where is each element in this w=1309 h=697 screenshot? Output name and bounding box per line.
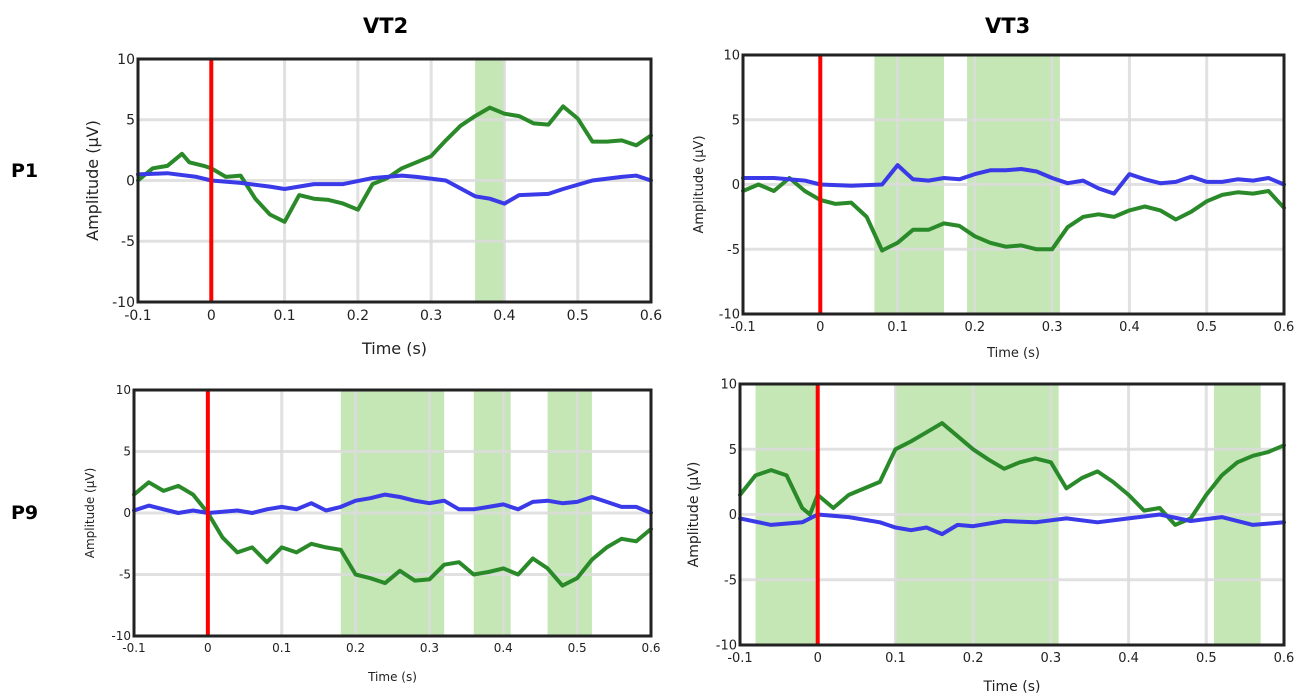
y-tick-label: -10 bbox=[111, 629, 131, 643]
chart-panel-p9-vt2: -0.1 0 0.1 0.2 0.3 0.4 0.5 0.6 -10 -5 0 5 10 Time (s)… bbox=[83, 383, 661, 684]
axes-frame bbox=[741, 53, 1286, 316]
x-tick-label: 0.5 bbox=[1196, 651, 1217, 666]
y-tick-label: 10 bbox=[117, 52, 135, 68]
y-tick-label: -10 bbox=[719, 308, 740, 323]
y-axis-label: Amplitude (µV) bbox=[83, 120, 102, 241]
y-tick-label: 0 bbox=[729, 508, 737, 523]
column-title-vt3: VT3 bbox=[985, 14, 1031, 38]
axes-frame bbox=[132, 388, 653, 638]
x-tick-label: 0 bbox=[207, 308, 216, 324]
y-tick-label: 10 bbox=[116, 383, 131, 397]
x-tick-label: 0 bbox=[204, 641, 212, 655]
x-tick-label: -0.1 bbox=[124, 308, 151, 324]
x-tick-label: 0.1 bbox=[887, 320, 908, 335]
row-label-p9: P9 bbox=[11, 502, 39, 524]
x-tick-label: 0.2 bbox=[346, 641, 365, 655]
axes-frame bbox=[136, 57, 653, 304]
x-tick-label: 0.4 bbox=[1118, 651, 1139, 666]
y-tick-label: -10 bbox=[716, 639, 737, 654]
x-tick-label: 0.6 bbox=[1274, 651, 1295, 666]
chart-panel-p1-vt2: -0.1 0 0.1 0.2 0.3 0.4 0.5 0.6 -10 -5 0 5 10 Time (s)… bbox=[83, 52, 662, 358]
x-axis-label: Time (s) bbox=[367, 670, 417, 684]
x-tick-label: 0.3 bbox=[420, 641, 439, 655]
x-tick-label: -0.1 bbox=[727, 651, 752, 666]
x-tick-label: 0.5 bbox=[1196, 320, 1217, 335]
y-tick-label: 5 bbox=[126, 113, 135, 129]
x-axis-label: Time (s) bbox=[983, 679, 1041, 695]
y-tick-label: 5 bbox=[729, 443, 737, 458]
x-tick-label: 0.2 bbox=[965, 320, 986, 335]
x-tick-label: 0.6 bbox=[640, 308, 662, 324]
x-tick-label: 0.3 bbox=[1042, 320, 1063, 335]
x-tick-label: 0.2 bbox=[347, 308, 369, 324]
x-tick-label: 0 bbox=[814, 651, 822, 666]
y-tick-label: -5 bbox=[119, 568, 131, 582]
y-axis-label: Amplitude (µV) bbox=[83, 468, 97, 559]
y-tick-label: -5 bbox=[727, 243, 740, 258]
x-tick-label: 0.6 bbox=[641, 641, 660, 655]
series-line-blue bbox=[741, 163, 1286, 196]
x-tick-label: 0.6 bbox=[1274, 320, 1295, 335]
series-line-green bbox=[136, 104, 653, 224]
x-tick-label: 0.3 bbox=[1041, 651, 1062, 666]
x-tick-label: 0.4 bbox=[493, 308, 515, 324]
x-axis-label: Time (s) bbox=[361, 339, 427, 358]
x-tick-label: 0 bbox=[816, 320, 824, 335]
y-tick-label: 10 bbox=[723, 49, 740, 64]
y-tick-label: -5 bbox=[724, 573, 737, 588]
x-tick-label: 0.5 bbox=[568, 641, 587, 655]
series-line-green bbox=[132, 480, 653, 588]
y-tick-label: 0 bbox=[732, 178, 740, 193]
x-tick-label: 0.5 bbox=[567, 308, 589, 324]
y-tick-label: 0 bbox=[126, 173, 135, 189]
x-tick-label: 0.2 bbox=[963, 651, 984, 666]
x-tick-label: 0.4 bbox=[1119, 320, 1140, 335]
series-line-blue bbox=[132, 492, 653, 515]
series-line-blue bbox=[136, 171, 653, 206]
y-tick-label: 0 bbox=[123, 506, 131, 520]
x-tick-label: 0.1 bbox=[273, 308, 295, 324]
axes-frame bbox=[738, 382, 1286, 647]
y-axis-label: Amplitude (µV) bbox=[686, 462, 702, 568]
series-line-blue bbox=[738, 512, 1286, 537]
x-tick-label: 0.4 bbox=[494, 641, 513, 655]
x-tick-label: 0.3 bbox=[420, 308, 442, 324]
column-title-vt2: VT2 bbox=[363, 14, 409, 38]
x-tick-label: -0.1 bbox=[122, 641, 145, 655]
y-tick-label: -5 bbox=[121, 234, 135, 250]
series-line-green bbox=[741, 176, 1286, 253]
chart-panel-p9-vt3: -0.1 0 0.1 0.2 0.3 0.4 0.5 0.6 -10 -5 0 5 10 Time (s)… bbox=[686, 378, 1294, 695]
y-tick-label: 5 bbox=[732, 113, 740, 128]
y-tick-label: -10 bbox=[112, 295, 135, 311]
x-axis-label: Time (s) bbox=[986, 346, 1040, 361]
row-label-p1: P1 bbox=[11, 160, 39, 182]
x-tick-label: -0.1 bbox=[730, 320, 755, 335]
x-tick-label: 0.1 bbox=[272, 641, 291, 655]
chart-panel-p1-vt3: -0.1 0 0.1 0.2 0.3 0.4 0.5 0.6 -10 -5 0 5 10 Time (s)… bbox=[692, 49, 1294, 361]
y-tick-label: 5 bbox=[123, 445, 131, 459]
y-axis-label: Amplitude (µV) bbox=[692, 135, 707, 233]
x-tick-label: 0.1 bbox=[885, 651, 906, 666]
y-tick-label: 10 bbox=[720, 378, 737, 393]
